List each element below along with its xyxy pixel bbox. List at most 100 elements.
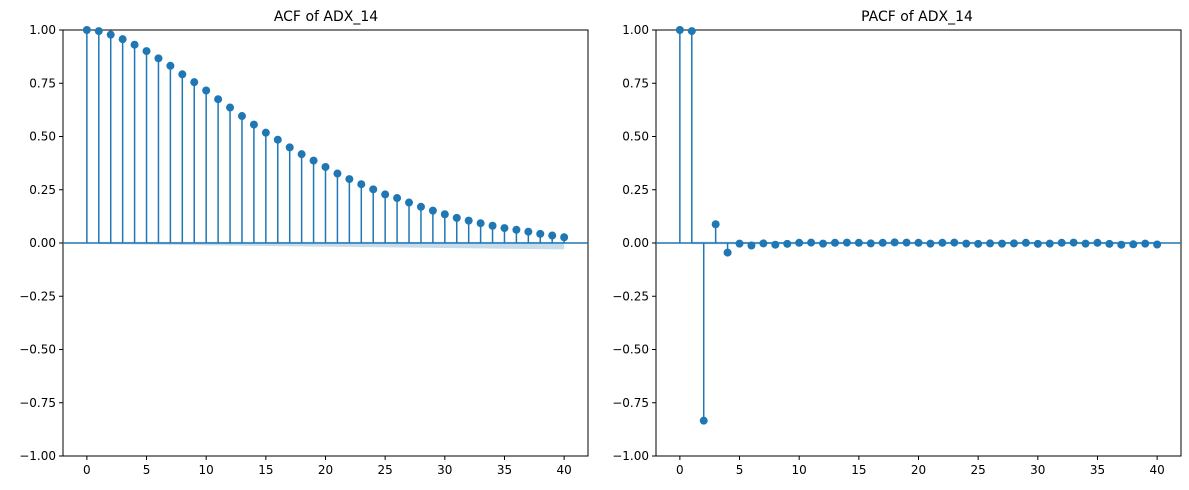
pacf-point-lag-18 (890, 238, 899, 247)
acf-xtick-label: 15 (258, 463, 273, 477)
acf-point-lag-24 (369, 185, 378, 194)
acf-point-lag-2 (106, 30, 115, 39)
pacf-point-lag-10 (795, 238, 804, 247)
acf-point-lag-4 (130, 40, 139, 49)
pacf-point-lag-3 (711, 220, 720, 229)
acf-point-lag-9 (190, 78, 199, 87)
pacf-xtick-label: 10 (792, 463, 807, 477)
pacf-point-lag-32 (1057, 238, 1066, 247)
pacf-xtick-label: 5 (736, 463, 744, 477)
pacf-point-lag-2 (699, 416, 708, 425)
acf-xtick-label: 0 (83, 463, 91, 477)
pacf-point-lag-21 (926, 239, 935, 248)
pacf-point-lag-1 (687, 27, 696, 36)
pacf-xtick-label: 25 (971, 463, 986, 477)
pacf-point-lag-6 (747, 241, 756, 250)
pacf-point-lag-7 (759, 239, 768, 248)
acf-band-area (98, 241, 565, 250)
acf-point-lag-6 (154, 54, 163, 63)
acf-point-lag-31 (452, 213, 461, 222)
acf-xtick-label: 5 (143, 463, 151, 477)
acf-ytick-label: 0.00 (29, 236, 56, 250)
acf-point-lag-39 (548, 231, 557, 240)
acf-ytick-label: 0.75 (29, 76, 56, 90)
pacf-point-lag-25 (974, 239, 983, 248)
pacf-ytick-label: 1.00 (622, 23, 649, 37)
acf-xtick-label: 20 (318, 463, 333, 477)
pacf-point-lag-29 (1021, 238, 1030, 247)
pacf-point-lag-27 (998, 239, 1007, 248)
pacf-point-lag-13 (830, 238, 839, 247)
pacf-point-lag-9 (783, 239, 792, 248)
pacf-point-lag-0 (675, 26, 684, 34)
acf-point-lag-0 (82, 26, 91, 34)
pacf-point-lag-19 (902, 238, 911, 247)
pacf-point-lag-4 (723, 248, 732, 257)
acf-point-lag-15 (261, 128, 270, 137)
acf-point-lag-5 (142, 47, 151, 56)
pacf-ytick-label: −0.25 (612, 289, 649, 303)
pacf-point-lag-12 (819, 239, 828, 248)
pacf-point-lag-11 (807, 238, 816, 247)
pacf-ytick-label: −1.00 (612, 449, 649, 463)
pacf-point-lag-33 (1069, 238, 1078, 247)
acf-confidence-band (98, 241, 565, 250)
pacf-point-lag-39 (1141, 239, 1150, 248)
acf-point-lag-37 (524, 227, 533, 236)
acf-point-lag-1 (94, 27, 103, 36)
pacf-point-lag-8 (771, 240, 780, 249)
pacf-stems (675, 26, 1162, 425)
acf-point-lag-11 (214, 95, 223, 104)
acf-point-lag-19 (309, 156, 318, 165)
acf-y-axis: −1.00 −0.75 −0.50 −0.25 0.00 0.25 0.50 0.75 1.00 (19, 23, 63, 463)
acf-point-lag-34 (488, 221, 497, 230)
pacf-point-lag-5 (735, 239, 744, 248)
acf-point-lag-13 (237, 112, 246, 121)
acf-ytick-label: 1.00 (29, 23, 56, 37)
acf-ytick-label: 0.25 (29, 183, 56, 197)
pacf-point-lag-36 (1105, 239, 1114, 248)
acf-point-lag-36 (512, 225, 521, 234)
acf-point-lag-35 (500, 224, 509, 233)
acf-point-lag-14 (249, 120, 258, 129)
acf-xtick-label: 40 (556, 463, 571, 477)
pacf-xtick-label: 30 (1030, 463, 1045, 477)
acf-panel: ACF of ADX_14 0 5 10 15 20 25 30 35 40 −1.00 −0.7… (19, 9, 589, 477)
acf-xtick-label: 10 (199, 463, 214, 477)
pacf-point-lag-14 (842, 238, 851, 247)
acf-point-lag-27 (405, 198, 414, 207)
acf-point-lag-16 (273, 135, 282, 144)
pacf-panel: PACF of ADX_14 0 5 10 15 20 25 30 35 40 −1.00 −0.… (612, 9, 1182, 477)
acf-point-lag-18 (297, 150, 306, 159)
pacf-point-lag-20 (914, 238, 923, 247)
pacf-point-lag-23 (950, 238, 959, 247)
pacf-point-lag-34 (1081, 239, 1090, 248)
pacf-title: PACF of ADX_14 (861, 9, 973, 25)
acf-title: ACF of ADX_14 (274, 9, 378, 25)
acf-ytick-label: −0.50 (19, 343, 56, 357)
acf-xtick-label: 25 (378, 463, 393, 477)
acf-ytick-label: −1.00 (19, 449, 56, 463)
pacf-ytick-label: 0.00 (622, 236, 649, 250)
acf-point-lag-32 (464, 216, 473, 225)
pacf-xtick-label: 40 (1149, 463, 1164, 477)
pacf-point-lag-22 (938, 238, 947, 247)
pacf-point-lag-16 (866, 239, 875, 248)
acf-point-lag-25 (381, 190, 390, 199)
acf-point-lag-23 (357, 180, 366, 189)
acf-point-lag-12 (226, 103, 235, 112)
pacf-point-lag-28 (1009, 239, 1018, 248)
pacf-ytick-label: −0.50 (612, 343, 649, 357)
acf-ytick-label: 0.50 (29, 130, 56, 144)
pacf-x-axis: 0 5 10 15 20 25 30 35 40 (676, 456, 1165, 477)
pacf-xtick-label: 35 (1090, 463, 1105, 477)
acf-point-lag-17 (285, 143, 294, 152)
acf-stems (82, 26, 569, 243)
acf-point-lag-28 (416, 202, 425, 211)
pacf-xtick-label: 15 (851, 463, 866, 477)
pacf-point-lag-38 (1129, 240, 1138, 249)
acf-point-lag-30 (440, 210, 449, 219)
pacf-ytick-label: 0.50 (622, 130, 649, 144)
pacf-y-axis: −1.00 −0.75 −0.50 −0.25 0.00 0.25 0.50 0.75 1.00 (612, 23, 656, 463)
